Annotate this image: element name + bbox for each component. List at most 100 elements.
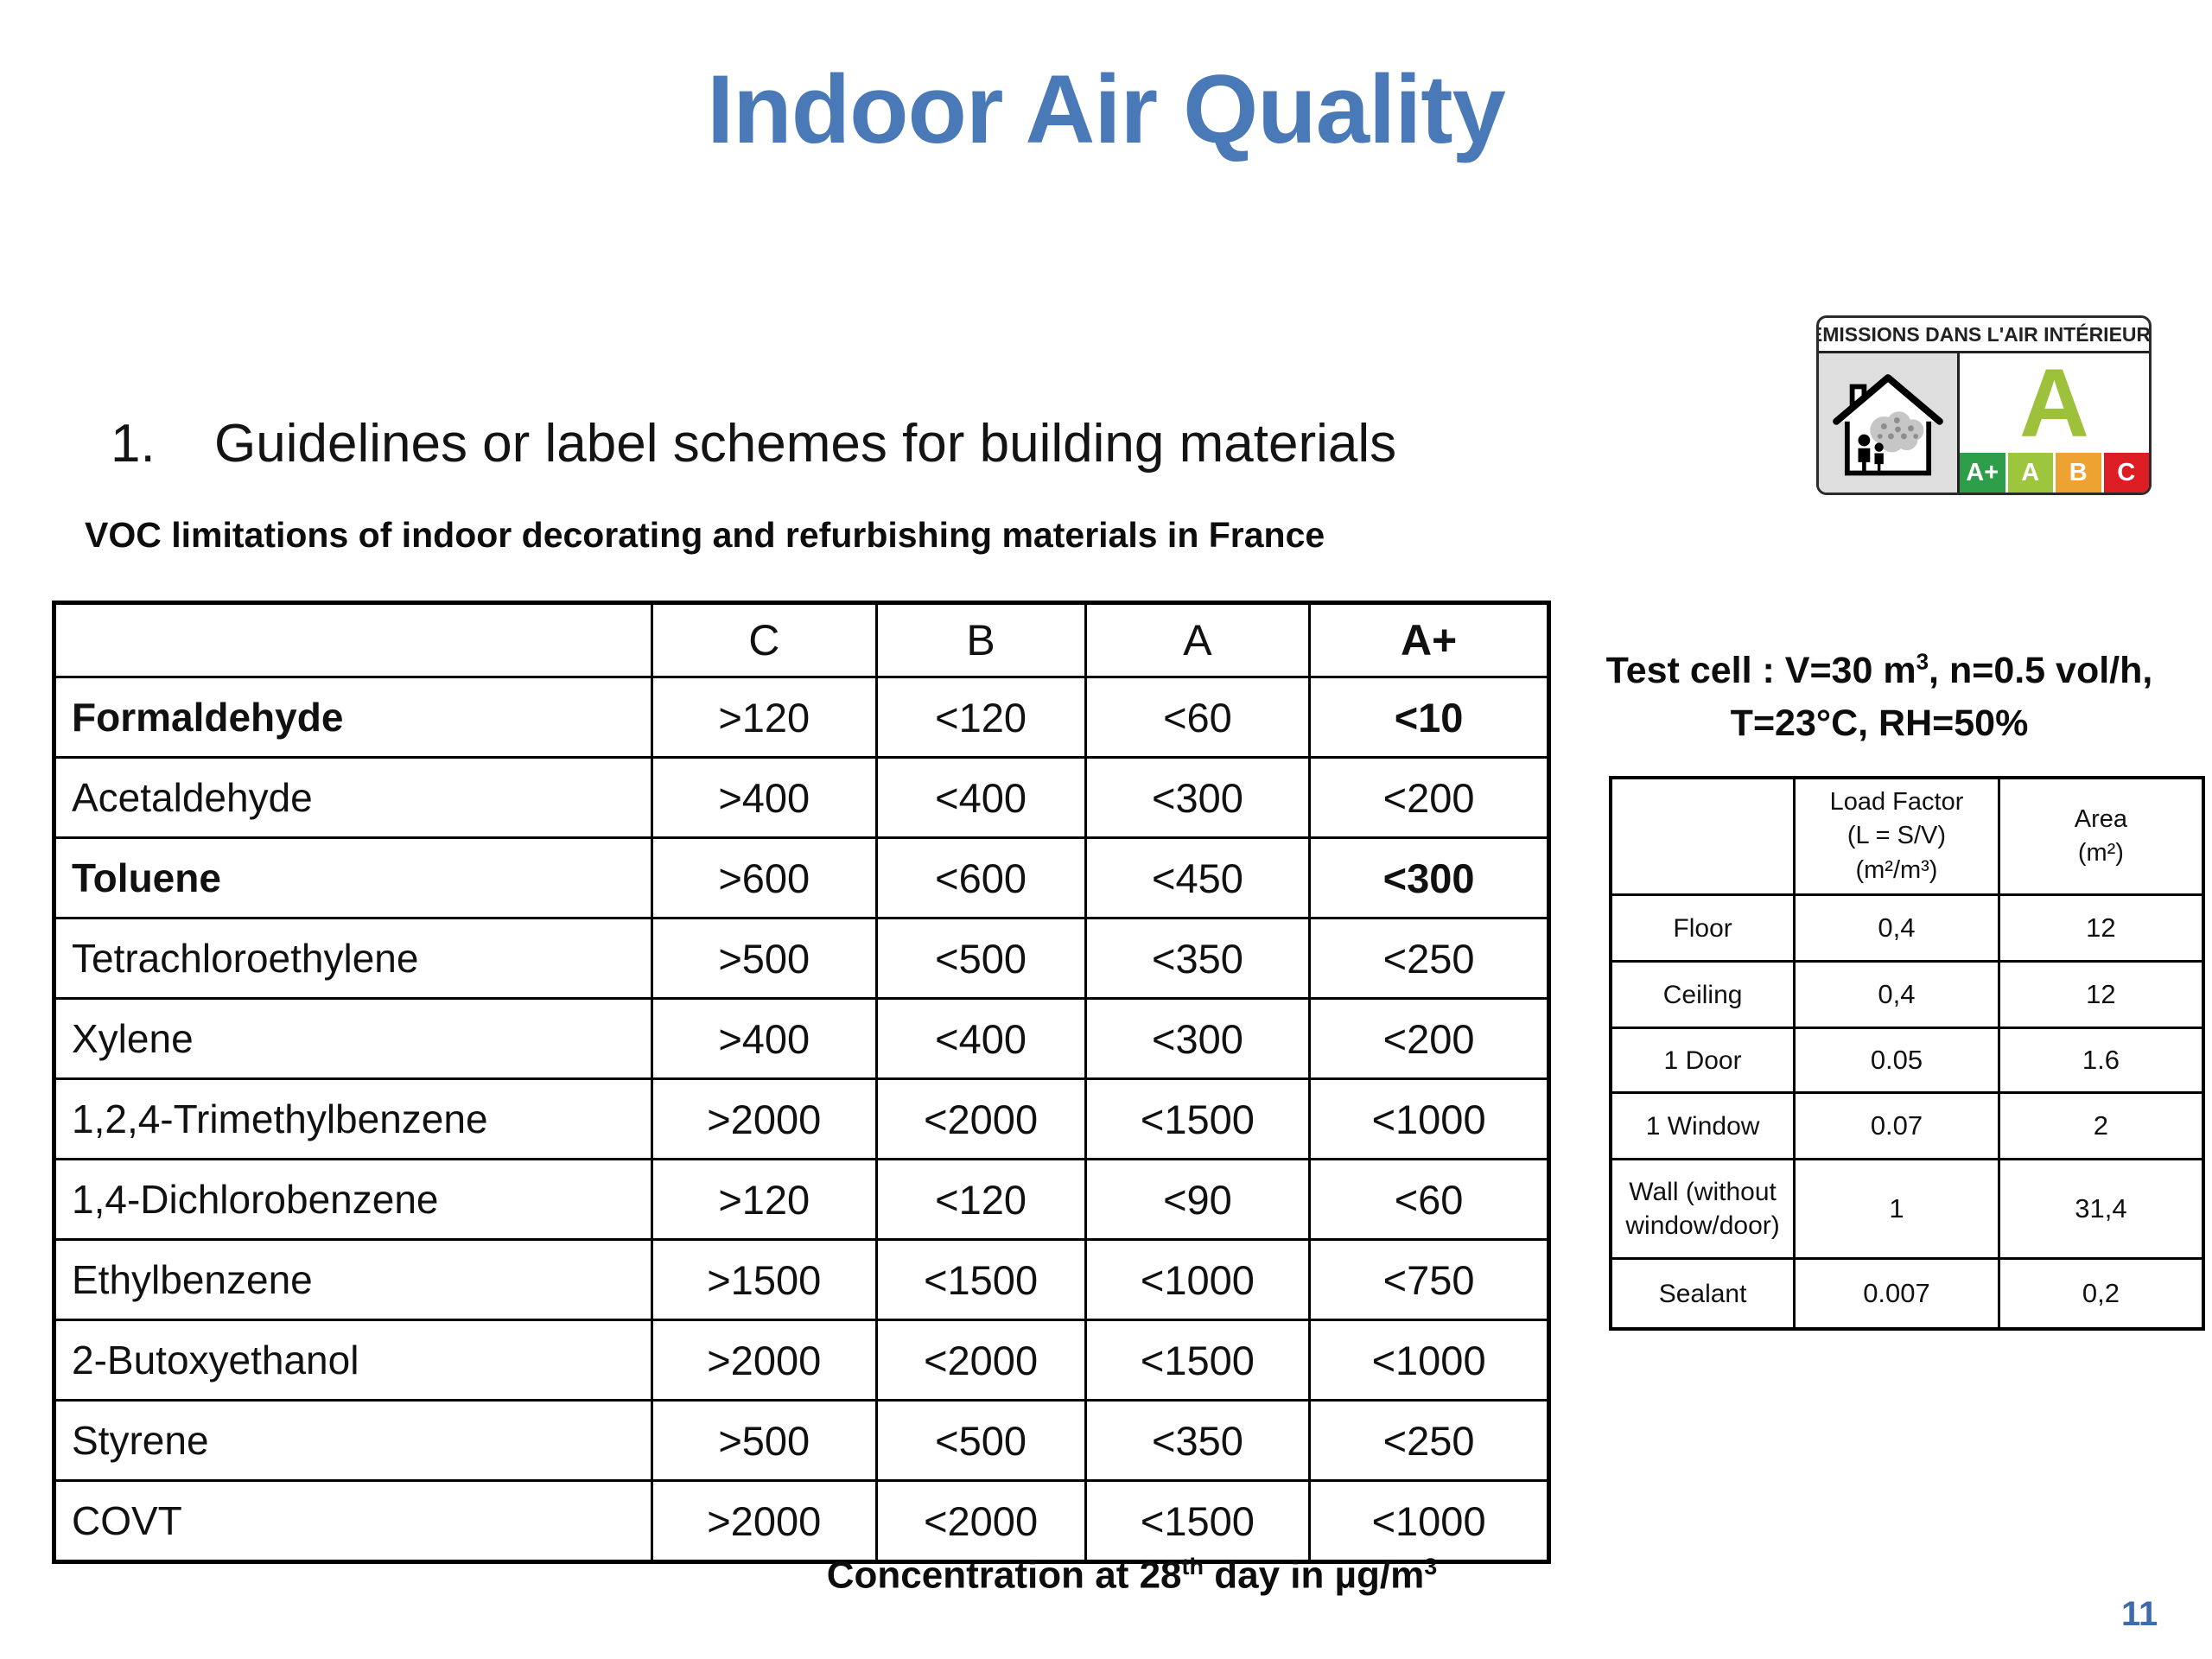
voc-table-row: Tetrachloroethylene >500 <500 <350 <250 <box>53 917 1550 1000</box>
emissions-label-rating-panel: A A+ A B C <box>1960 353 2149 493</box>
emissions-label-body: A A+ A B C <box>1819 353 2149 493</box>
caption-superscript: 3 <box>1424 1554 1438 1580</box>
substance-name: Tetrachloroethylene <box>53 917 653 1000</box>
limit-b: <500 <box>874 917 1087 1000</box>
load-header-line: (m²/m³) <box>1855 855 1938 884</box>
voc-table-row: Styrene >500 <500 <350 <250 <box>53 1399 1550 1482</box>
voc-table-row: 1,4-Dichlorobenzene >120 <120 <90 <60 <box>53 1158 1550 1241</box>
limit-b: <2000 <box>874 1319 1087 1402</box>
voc-header-row: C B A A+ <box>53 601 1550 678</box>
voc-table-row: 1,2,4-Trimethylbenzene >2000 <2000 <1500… <box>53 1077 1550 1160</box>
table-subtitle: VOC limitations of indoor decorating and… <box>85 515 1325 555</box>
substance-name: Formaldehyde <box>53 676 653 759</box>
limit-b: <400 <box>874 997 1087 1080</box>
emissions-air-label: ÉMISSIONS DANS L'AIR INTÉRIEUR* <box>1816 315 2152 495</box>
limit-a: <90 <box>1084 1158 1312 1241</box>
area-value: 2 <box>1997 1091 2205 1160</box>
limit-c: >1500 <box>651 1238 878 1321</box>
voc-table-row: COVT >2000 <2000 <1500 <1000 <box>53 1479 1550 1563</box>
limit-aplus: <750 <box>1308 1238 1550 1321</box>
test-cell-conditions: Test cell : V=30 m3, n=0.5 vol/h, T=23°C… <box>1547 645 2212 750</box>
load-factor-value: 0,4 <box>1793 893 2000 963</box>
area-value: 31,4 <box>1997 1158 2205 1260</box>
load-table-row: Floor 0,4 12 <box>1609 893 2205 963</box>
limit-b: <400 <box>874 756 1087 839</box>
load-header-area: Area (m²) <box>1997 776 2205 896</box>
voc-table-row: Formaldehyde >120 <120 <60 <10 <box>53 676 1550 759</box>
voc-header-empty <box>53 601 653 678</box>
voc-header-c: C <box>651 601 878 678</box>
limit-aplus: <200 <box>1308 997 1550 1080</box>
load-table-row: Sealant 0.007 0,2 <box>1609 1257 2205 1331</box>
page-number: 11 <box>2121 1595 2158 1633</box>
limit-a: <1500 <box>1084 1479 1312 1563</box>
limit-c: >400 <box>651 997 878 1080</box>
substance-name: COVT <box>53 1479 653 1563</box>
limit-aplus: <1000 <box>1308 1319 1550 1402</box>
scale-cell-aplus: A+ <box>1960 453 2005 493</box>
limit-c: >600 <box>651 836 878 919</box>
scale-cell-a: A <box>2005 453 2053 493</box>
element-name: Ceiling <box>1609 960 1796 1029</box>
limit-aplus: <250 <box>1308 917 1550 1000</box>
load-factor-value: 1 <box>1793 1158 2000 1260</box>
voc-table-row: Ethylbenzene >1500 <1500 <1000 <750 <box>53 1238 1550 1321</box>
element-name: 1 Door <box>1609 1027 1796 1094</box>
substance-name: Acetaldehyde <box>53 756 653 839</box>
voc-header-aplus: A+ <box>1308 601 1550 678</box>
load-header-empty <box>1609 776 1796 896</box>
load-header-line: Area <box>2074 804 2128 833</box>
voc-table-row: Xylene >400 <400 <300 <200 <box>53 997 1550 1080</box>
voc-header-b: B <box>874 601 1087 678</box>
limit-b: <2000 <box>874 1479 1087 1563</box>
substance-name: 1,2,4-Trimethylbenzene <box>53 1077 653 1160</box>
substance-name: 2-Butoxyethanol <box>53 1319 653 1402</box>
emissions-label-title: ÉMISSIONS DANS L'AIR INTÉRIEUR* <box>1819 318 2149 353</box>
load-factor-value: 0.07 <box>1793 1091 2000 1160</box>
house-emissions-icon <box>1833 373 1943 475</box>
test-cell-line1: Test cell : V=30 m <box>1605 650 1916 691</box>
caption-text: Concentration at 28 <box>826 1554 1182 1597</box>
limit-a: <300 <box>1084 756 1312 839</box>
limit-a: <350 <box>1084 1399 1312 1482</box>
limit-aplus: <1000 <box>1308 1479 1550 1563</box>
substance-name: 1,4-Dichlorobenzene <box>53 1158 653 1241</box>
load-table-row: Wall (without window/door) 1 31,4 <box>1609 1158 2205 1260</box>
substance-name: Xylene <box>53 997 653 1080</box>
limit-b: <600 <box>874 836 1087 919</box>
limit-aplus: <1000 <box>1308 1077 1550 1160</box>
limit-c: >400 <box>651 756 878 839</box>
voc-table-row: 2-Butoxyethanol >2000 <2000 <1500 <1000 <box>53 1319 1550 1402</box>
test-cell-line1-suffix: , n=0.5 vol/h, <box>1929 650 2153 691</box>
load-header-row: Load Factor (L = S/V) (m²/m³) Area (m²) <box>1609 776 2205 896</box>
load-table-row: 1 Window 0.07 2 <box>1609 1091 2205 1160</box>
substance-name: Toluene <box>53 836 653 919</box>
area-value: 0,2 <box>1997 1257 2205 1331</box>
caption-text: day in µg/m <box>1204 1554 1425 1597</box>
limit-b: <2000 <box>874 1077 1087 1160</box>
load-header-loadfactor: Load Factor (L = S/V) (m²/m³) <box>1793 776 2000 896</box>
element-name: Floor <box>1609 893 1796 963</box>
limit-c: >2000 <box>651 1077 878 1160</box>
limit-c: >500 <box>651 917 878 1000</box>
voc-table-row: Acetaldehyde >400 <400 <300 <200 <box>53 756 1550 839</box>
limit-c: >120 <box>651 1158 878 1241</box>
voc-table-row: Toluene >600 <600 <450 <300 <box>53 836 1550 919</box>
area-value: 1.6 <box>1997 1027 2205 1094</box>
limit-a: <60 <box>1084 676 1312 759</box>
scale-cell-b: B <box>2053 453 2101 493</box>
emissions-rating-scale: A+ A B C <box>1960 453 2149 493</box>
limit-a: <1500 <box>1084 1319 1312 1402</box>
limit-aplus: <300 <box>1308 836 1550 919</box>
limit-aplus: <60 <box>1308 1158 1550 1241</box>
load-header-line: (L = S/V) <box>1847 822 1947 850</box>
limit-a: <450 <box>1084 836 1312 919</box>
limit-c: >2000 <box>651 1319 878 1402</box>
emissions-rating-letter: A <box>2019 348 2089 457</box>
limit-aplus: <250 <box>1308 1399 1550 1482</box>
slide-title: Indoor Air Quality <box>707 55 1506 163</box>
element-name: Wall (without window/door) <box>1609 1158 1796 1260</box>
load-header-line: (m²) <box>2077 839 2124 867</box>
element-name: Sealant <box>1609 1257 1796 1331</box>
